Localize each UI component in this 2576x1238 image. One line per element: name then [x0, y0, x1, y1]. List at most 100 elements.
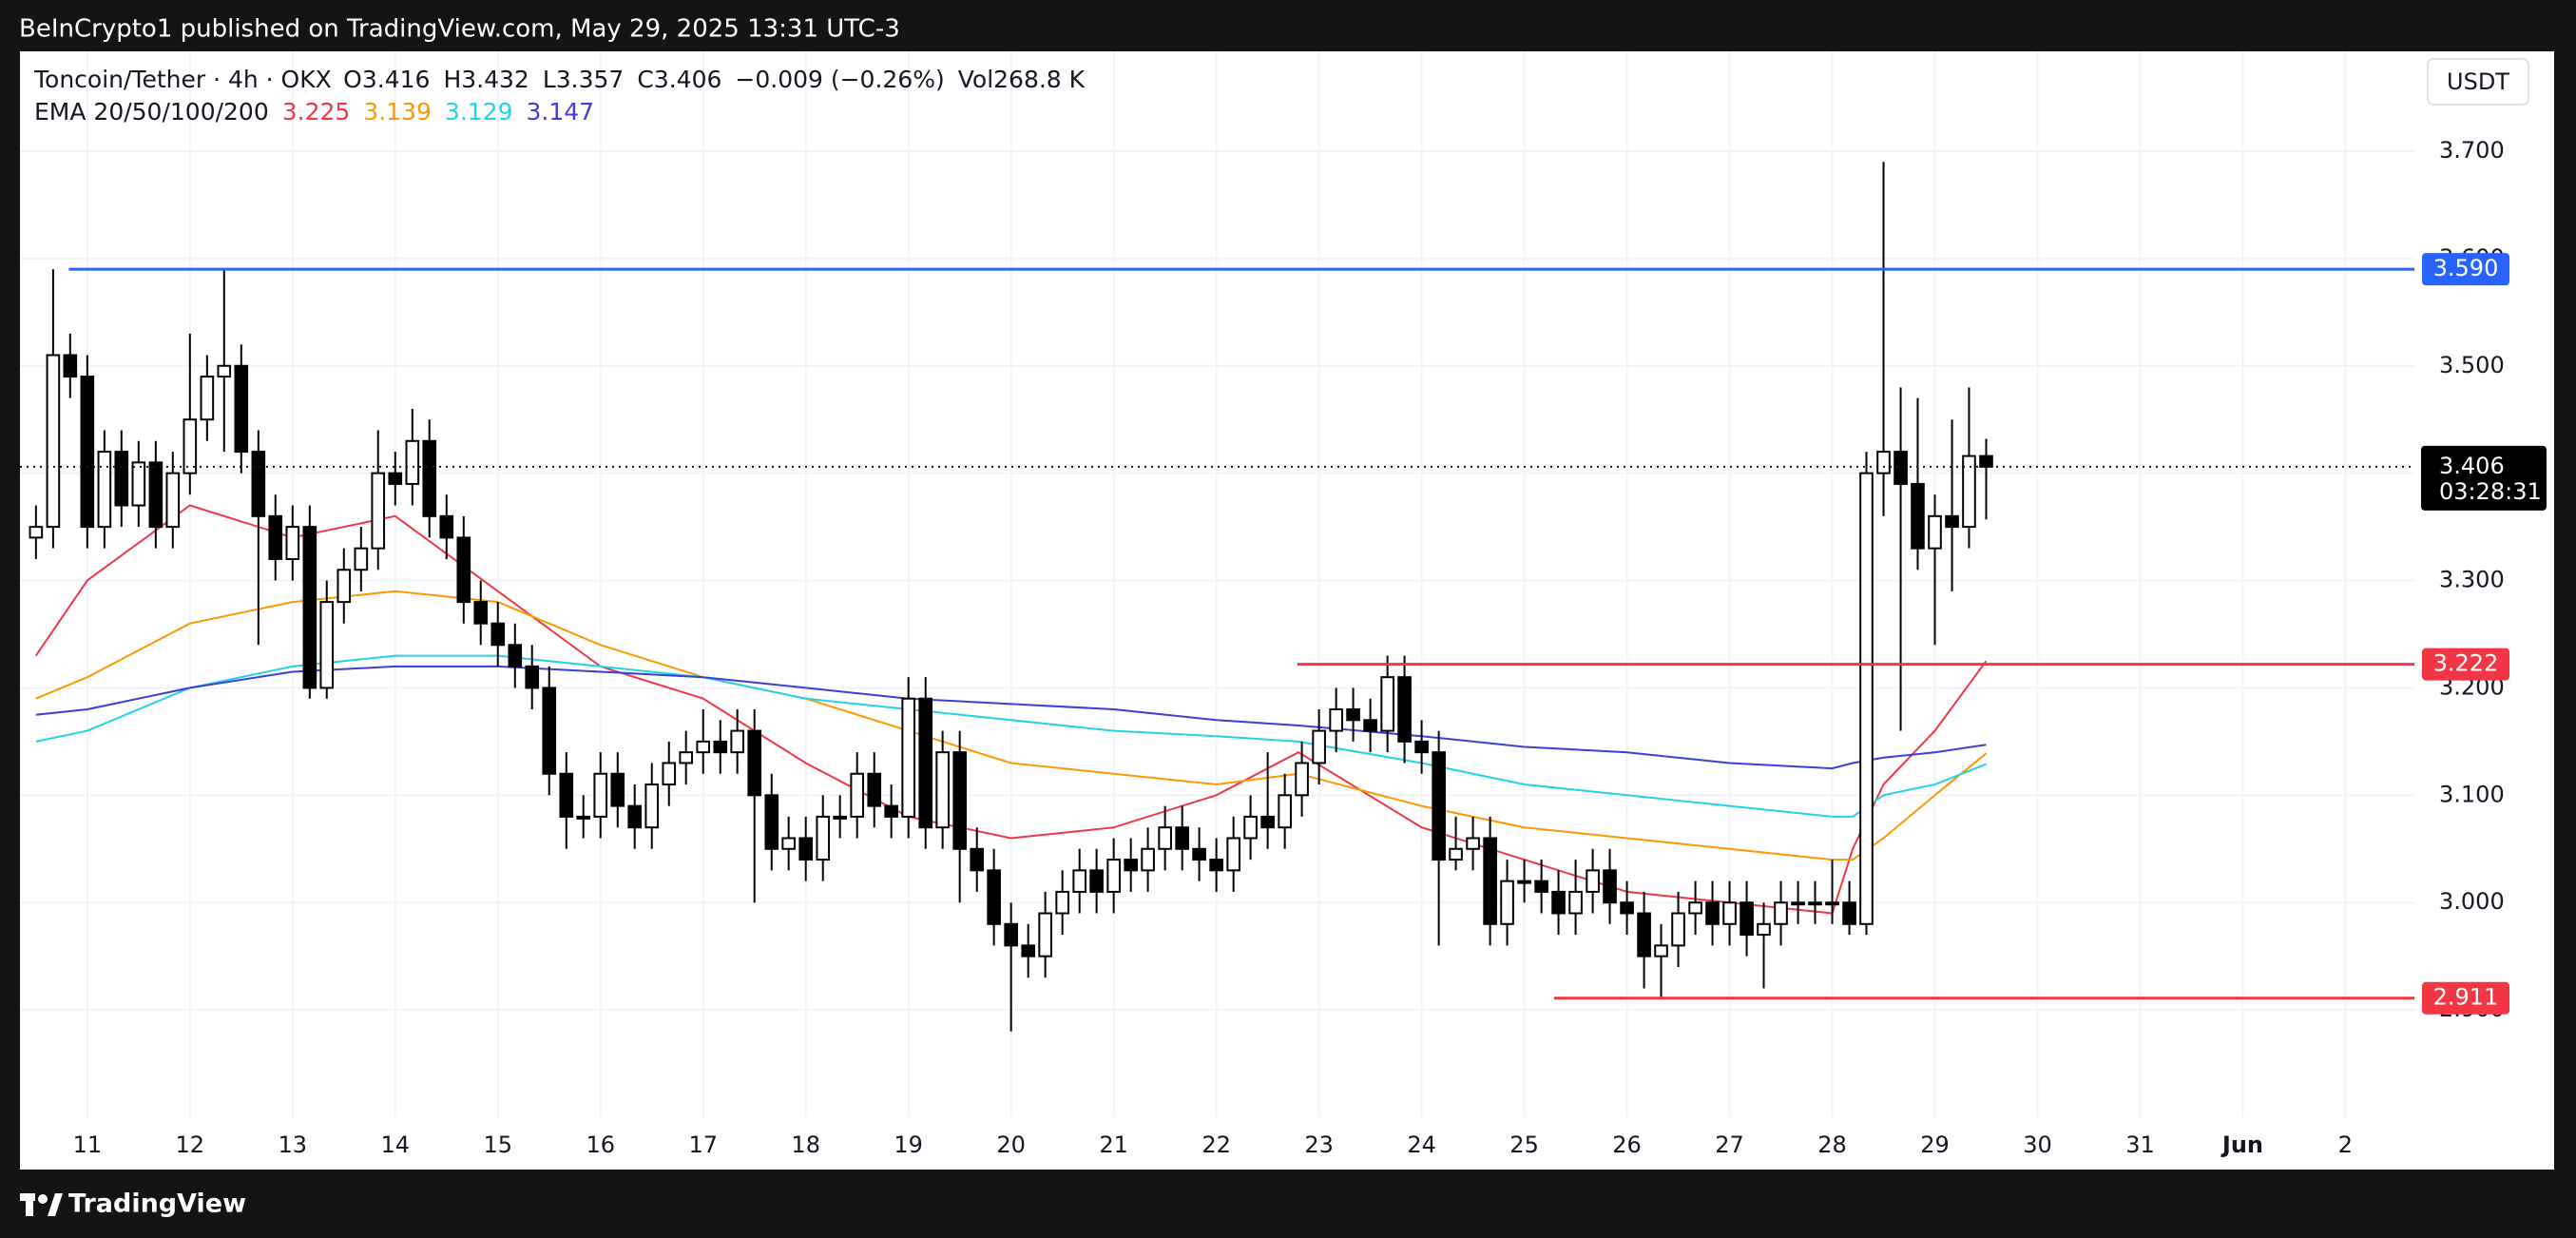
x-tick-label: 14 — [381, 1132, 411, 1158]
currency-button[interactable] — [2427, 58, 2529, 106]
candle-body — [696, 740, 711, 754]
currency-label[interactable]: USDT — [2447, 68, 2509, 95]
ema-line — [35, 590, 1988, 861]
candle-body — [1979, 455, 1993, 468]
candle-body — [764, 794, 779, 850]
candle-body — [46, 354, 61, 529]
candle-body — [217, 364, 232, 378]
ema-value: 3.139 — [363, 98, 432, 126]
candle-body — [29, 526, 44, 539]
candle-body — [1911, 482, 1925, 550]
candle-body — [1038, 912, 1052, 958]
candle-body — [679, 751, 694, 764]
candle-body — [268, 514, 283, 560]
candle-body — [336, 569, 352, 604]
candle-body — [1106, 859, 1121, 893]
candle-body — [285, 526, 300, 560]
candle-body — [1551, 890, 1566, 915]
candle-body — [1141, 847, 1155, 872]
candle-body — [1226, 837, 1240, 872]
candle-body — [80, 376, 95, 529]
candle-body — [1124, 859, 1138, 872]
candle-body — [1740, 901, 1754, 937]
candle-body — [200, 376, 215, 421]
candle-body — [781, 837, 796, 850]
x-tick-label: 16 — [586, 1132, 615, 1158]
x-tick-label: 26 — [1612, 1132, 1642, 1158]
candle-body — [952, 751, 967, 850]
candle-body — [867, 772, 882, 807]
candle-body — [456, 536, 471, 604]
candle-body — [405, 439, 420, 485]
level-label-box — [2422, 981, 2509, 1015]
countdown-label: 03:28:31 — [2439, 478, 2542, 505]
candle-body — [1329, 708, 1343, 732]
legend-line: Toncoin/Tether · 4h · OKX O3.416 H3.432 L3.… — [33, 66, 1086, 93]
candle-body — [1278, 794, 1292, 829]
symbol: Toncoin/Tether · 4h · OKX — [33, 66, 332, 93]
candle-body — [165, 472, 181, 529]
candle-body — [833, 815, 847, 820]
candle-body — [644, 783, 660, 829]
ema-line — [35, 665, 1987, 770]
x-tick-label: 17 — [688, 1132, 718, 1158]
candle-body — [1089, 869, 1104, 893]
x-tick-label: 21 — [1099, 1132, 1128, 1158]
volume: 268.8 K — [993, 66, 1086, 93]
candle-body — [798, 837, 814, 861]
candle-body — [935, 751, 950, 829]
ohlc-value: 3.357 — [556, 66, 625, 93]
y-tick-label: 3.500 — [2439, 352, 2505, 378]
candle-body — [1859, 472, 1874, 925]
x-tick-label: 27 — [1715, 1132, 1744, 1158]
x-tick-label: 15 — [483, 1132, 512, 1158]
candle-body — [730, 729, 744, 754]
candle-body — [713, 740, 728, 754]
candle-body — [1346, 708, 1360, 722]
ohlc-value: 3.406 — [654, 66, 722, 93]
x-tick-label: Jun — [2220, 1132, 2263, 1158]
candle-body — [1637, 912, 1651, 958]
candle-body — [319, 601, 335, 689]
candle-body — [1192, 847, 1206, 861]
candle-body — [508, 644, 523, 667]
candle-body — [1432, 751, 1446, 861]
footer-logo — [20, 1193, 63, 1216]
ema-line — [35, 654, 1987, 818]
candle-body — [1534, 880, 1548, 893]
logo-part — [48, 1193, 63, 1216]
level-label-box — [2422, 253, 2509, 286]
candle-body — [1209, 859, 1223, 872]
candle-body — [1004, 922, 1018, 947]
level-label-box — [2422, 648, 2509, 681]
candle-body — [422, 439, 437, 517]
ema-value: 3.129 — [445, 98, 513, 126]
ohlc-prefix: H — [443, 66, 461, 93]
candle-body — [1842, 901, 1856, 925]
volume-prefix: Vol — [958, 66, 993, 93]
candle-body — [1363, 719, 1377, 732]
candle-body — [183, 418, 198, 474]
y-tick-label: 3.100 — [2439, 781, 2505, 807]
candle-body — [1158, 826, 1172, 850]
logo-part — [26, 1193, 33, 1216]
candle-body — [1688, 901, 1702, 915]
logo-part — [38, 1194, 48, 1204]
ema-line — [34, 504, 1988, 915]
candle-body — [1876, 451, 1891, 474]
footer-brand[interactable]: TradingView — [68, 1190, 246, 1219]
candle-body — [747, 729, 762, 797]
candle-body — [1483, 837, 1497, 925]
candle-body — [234, 364, 249, 454]
candle-body — [542, 687, 557, 775]
candle-body — [1466, 837, 1480, 850]
ema-value: 3.147 — [526, 98, 594, 126]
candle-body — [1705, 901, 1720, 925]
candle-body — [1928, 514, 1942, 550]
candle-body — [371, 472, 386, 550]
last-price-box — [2421, 445, 2547, 511]
candle-body — [1500, 880, 1514, 925]
level-label: 2.911 — [2433, 984, 2499, 1011]
